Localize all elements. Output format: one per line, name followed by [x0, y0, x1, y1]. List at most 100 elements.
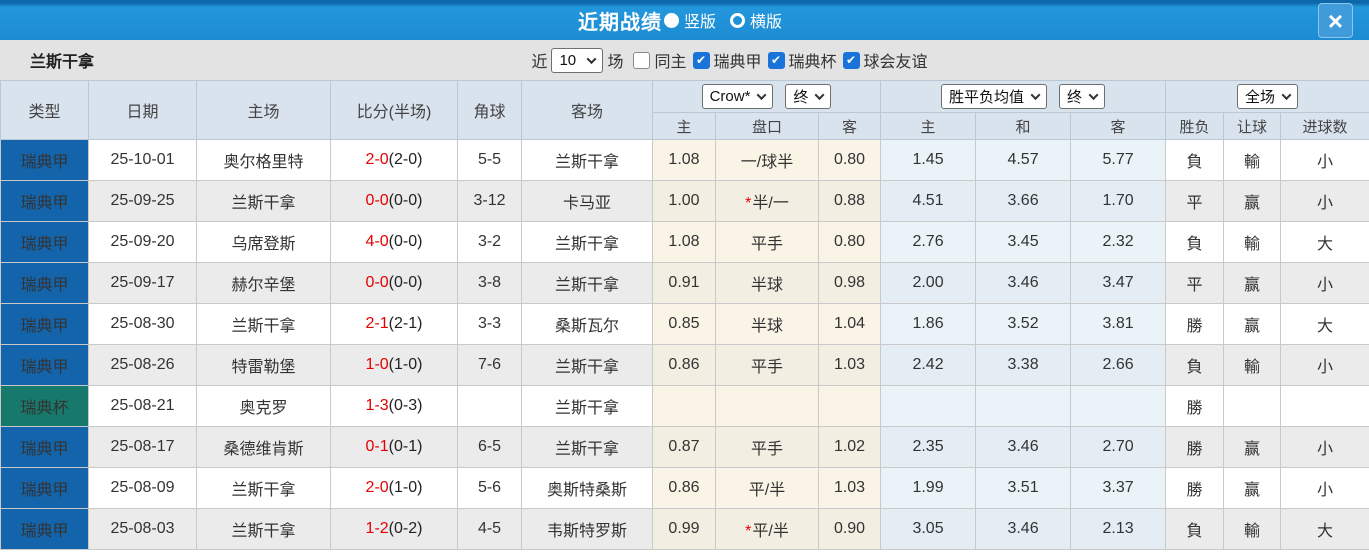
- cell-score: 2-1(2-1): [330, 303, 458, 345]
- chevron-down-icon: [587, 53, 597, 64]
- average-select-value: 胜平负均值: [949, 89, 1025, 106]
- results-table: 类型 日期 主场 比分(半场) 角球 客场 Crow* 终: [0, 80, 1369, 550]
- cell-competition: 瑞典甲: [0, 426, 89, 468]
- team-name: 兰斯干拿: [30, 54, 95, 71]
- cell-avg-home: 2.35: [880, 426, 977, 468]
- cell-avg-draw: 3.66: [975, 180, 1072, 222]
- score-fulltime: 2-0: [365, 151, 389, 168]
- subheader-odds-away: 客: [817, 112, 882, 140]
- cell-home-team: 兰斯干拿: [196, 508, 331, 550]
- cell-odds-home: 1.08: [652, 139, 716, 181]
- cell-avg-draw: [975, 385, 1072, 427]
- radio-vertical-icon[interactable]: [663, 12, 679, 28]
- checkbox-same-home[interactable]: [633, 51, 651, 69]
- checkbox-swedish-d1[interactable]: ✔: [692, 51, 710, 69]
- cell-odds-away: 1.03: [817, 344, 882, 386]
- cell-home-team: 桑德维肯斯: [196, 426, 331, 468]
- radio-horizontal-icon[interactable]: [730, 12, 745, 28]
- cell-home-team: 兰斯干拿: [196, 303, 331, 345]
- header-competition: 类型: [0, 80, 89, 140]
- cell-score: 1-0(1-0): [330, 344, 458, 386]
- cell-result: 勝: [1165, 467, 1225, 509]
- cell-home-team: 兰斯干拿: [196, 180, 331, 222]
- checkbox-swedish-d1-label[interactable]: 瑞典甲: [713, 54, 762, 71]
- cell-result: 負: [1165, 508, 1225, 550]
- filterbar: 兰斯干拿 近 10 场 同主 ✔ 瑞典甲 ✔ 瑞典杯 ✔ 球会友谊: [0, 40, 1369, 80]
- checkbox-swedish-cup-label[interactable]: 瑞典杯: [788, 54, 837, 71]
- recent-count-value: 10: [559, 51, 577, 69]
- cell-avg-draw: 3.46: [975, 426, 1072, 468]
- cell-result: 負: [1165, 344, 1225, 386]
- average-time-select[interactable]: 终: [1059, 84, 1106, 109]
- cell-goals-result: 小: [1280, 467, 1369, 509]
- cell-avg-away: 3.37: [1070, 467, 1167, 509]
- cell-corners: 3-2: [457, 221, 522, 263]
- cell-handicap: 一/球半: [715, 139, 819, 181]
- cell-avg-away: 5.77: [1070, 139, 1167, 181]
- checkbox-same-home-label[interactable]: 同主: [654, 54, 687, 71]
- cell-odds-away: [817, 385, 882, 427]
- cell-avg-draw: 3.38: [975, 344, 1072, 386]
- header-average-group: 胜平负均值 终: [880, 80, 1167, 113]
- cell-score: 2-0(2-0): [330, 139, 458, 181]
- cell-away-team: 桑斯瓦尔: [521, 303, 653, 345]
- cell-handicap: 平/半: [715, 467, 819, 509]
- score-fulltime: 1-3: [365, 397, 389, 414]
- cell-home-team: 奥克罗: [196, 385, 331, 427]
- cell-result: 平: [1165, 180, 1225, 222]
- average-select[interactable]: 胜平负均值: [941, 84, 1048, 109]
- average-time-value: 终: [1067, 89, 1083, 106]
- cell-avg-draw: 4.57: [975, 139, 1072, 181]
- cell-avg-draw: 3.46: [975, 508, 1072, 550]
- cell-corners: 4-5: [457, 508, 522, 550]
- cell-date: 25-10-01: [88, 139, 197, 181]
- cell-avg-away: 2.66: [1070, 344, 1167, 386]
- cell-result: 勝: [1165, 426, 1225, 468]
- cell-goals-result: 小: [1280, 180, 1369, 222]
- checkbox-club-friendly[interactable]: ✔: [842, 51, 860, 69]
- result-row: 瑞典甲 25-09-20 乌席登斯 4-0(0-0) 3-2 兰斯干拿 1.08 平手 0.80…: [0, 221, 1369, 263]
- radio-vertical-label[interactable]: 竖版: [683, 14, 716, 31]
- cell-odds-home: 1.00: [652, 180, 716, 222]
- cell-result: 負: [1165, 221, 1225, 263]
- score-halftime: (0-0): [388, 192, 423, 209]
- star-icon: *: [745, 523, 752, 540]
- score-fulltime: 4-0: [365, 233, 389, 250]
- cell-handicap: [715, 385, 819, 427]
- cell-handicap-result: 輸: [1223, 139, 1282, 181]
- cell-odds-away: 1.02: [817, 426, 882, 468]
- result-row: 瑞典甲 25-08-30 兰斯干拿 2-1(2-1) 3-3 桑斯瓦尔 0.85 半球 1.04…: [0, 303, 1369, 345]
- score-halftime: (0-0): [388, 274, 423, 291]
- cell-date: 25-08-17: [88, 426, 197, 468]
- checkbox-swedish-cup[interactable]: ✔: [767, 51, 785, 69]
- cell-handicap: 半球: [715, 262, 819, 304]
- bookmaker-select-value: Crow*: [709, 88, 751, 105]
- cell-avg-home: 1.86: [880, 303, 977, 345]
- checkbox-club-friendly-label[interactable]: 球会友谊: [863, 54, 928, 71]
- bookmaker-select[interactable]: Crow*: [701, 84, 774, 109]
- cell-handicap-result: [1223, 385, 1282, 427]
- subheader-avg-draw: 和: [975, 112, 1072, 140]
- cell-goals-result: 小: [1280, 426, 1369, 468]
- header-scope-group: 全场: [1165, 80, 1369, 113]
- cell-away-team: 兰斯干拿: [521, 344, 653, 386]
- cell-score: 0-0(0-0): [330, 262, 458, 304]
- bookmaker-time-select[interactable]: 终: [785, 84, 832, 109]
- score-fulltime: 1-0: [365, 356, 389, 373]
- cell-competition: 瑞典甲: [0, 467, 89, 509]
- score-halftime: (2-0): [388, 151, 423, 168]
- subheader-odds-home: 主: [652, 112, 716, 140]
- cell-result: 負: [1165, 139, 1225, 181]
- scope-select[interactable]: 全场: [1237, 84, 1299, 109]
- cell-handicap: 平手: [715, 426, 819, 468]
- radio-horizontal-label[interactable]: 横版: [750, 14, 783, 31]
- close-icon[interactable]: ×: [1318, 3, 1353, 38]
- recent-count-select[interactable]: 10: [551, 47, 604, 73]
- cell-away-team: 奥斯特桑斯: [521, 467, 653, 509]
- cell-odds-home: 1.08: [652, 221, 716, 263]
- cell-date: 25-08-30: [88, 303, 197, 345]
- cell-handicap-result: 輸: [1223, 221, 1282, 263]
- score-halftime: (0-2): [388, 520, 423, 537]
- chevron-down-icon: [756, 90, 767, 101]
- cell-odds-away: 0.80: [817, 139, 882, 181]
